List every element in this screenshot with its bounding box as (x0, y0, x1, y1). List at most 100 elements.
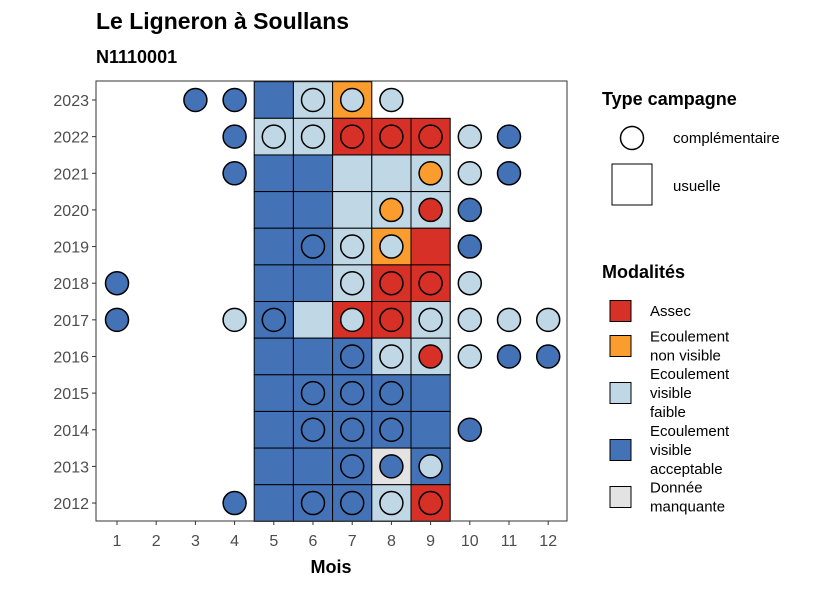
tile-usuelle-2016-5 (253, 337, 294, 376)
point-complementaire-2013-7 (339, 454, 365, 479)
point-complementaire-2012-9 (418, 490, 443, 516)
point-complementaire-2023-8 (379, 87, 404, 113)
point-complementaire-2017-10 (457, 307, 483, 333)
point-complementaire-2012-4 (222, 490, 247, 516)
legend-type-label-complementaire: complémentaire (673, 130, 780, 147)
x-tick-label-2: 2 (152, 533, 161, 550)
tile-usuelle-2021-7 (332, 154, 373, 193)
point-complementaire-2017-9 (418, 307, 443, 333)
tile-usuelle-2021-8 (371, 154, 412, 193)
point-complementaire-2019-7 (339, 234, 365, 259)
point-complementaire-2019-10 (457, 234, 483, 259)
x-tick-label-7: 7 (348, 533, 357, 550)
tile-usuelle-2014-9 (410, 410, 451, 449)
legend-label-ecoulement_visible_faible-line-1: Ecoulement (650, 366, 730, 383)
point-complementaire-2017-5 (261, 307, 287, 333)
point-complementaire-2022-11 (496, 124, 522, 149)
legend-label-ecoulement_visible_acceptable-line-3: acceptable (650, 461, 723, 478)
x-tick-label-12: 12 (539, 533, 557, 550)
y-tick-label-2021: 2021 (53, 166, 89, 183)
point-complementaire-2018-7 (339, 270, 365, 296)
y-tick-label-2016: 2016 (53, 349, 89, 366)
point-complementaire-2012-8 (379, 490, 404, 516)
point-complementaire-2014-6 (300, 417, 326, 443)
legend-circle-key (619, 125, 645, 151)
point-complementaire-2017-1 (104, 307, 130, 333)
y-tick-label-2020: 2020 (53, 203, 89, 220)
tile-usuelle-2023-5 (253, 81, 294, 119)
legend-key-ecoulement_non_visible (609, 335, 632, 357)
tile-usuelle-2019-9 (410, 227, 451, 266)
point-complementaire-2019-8 (379, 234, 404, 259)
legend-square-key (611, 163, 653, 206)
point-complementaire-2012-6 (300, 490, 326, 516)
point-complementaire-2020-10 (457, 197, 483, 223)
point-complementaire-2022-5 (261, 124, 287, 149)
x-tick-label-5: 5 (269, 533, 278, 550)
tile-usuelle-2020-6 (292, 191, 334, 229)
y-tick-label-2014: 2014 (53, 423, 89, 440)
point-complementaire-2014-7 (339, 417, 365, 443)
x-tick-label-11: 11 (501, 533, 518, 550)
x-tick-label-6: 6 (309, 533, 318, 550)
legend-type-label-usuelle: usuelle (673, 178, 721, 195)
point-complementaire-2016-12 (535, 344, 561, 369)
y-axis: 2012 2013 2014 2015 2016 2017 2018 2019 2020 2021… (53, 93, 96, 513)
tile-usuelle-2013-6 (292, 447, 334, 486)
tile-usuelle-2021-6 (292, 154, 334, 193)
point-complementaire-2023-3 (183, 87, 208, 113)
x-tick-label-8: 8 (387, 533, 396, 550)
legend-type-title: Type campagne (602, 89, 737, 109)
point-complementaire-2016-11 (496, 344, 522, 369)
point-complementaire-2022-4 (222, 124, 247, 149)
tile-usuelle-2021-5 (253, 154, 294, 193)
plot-border (95, 80, 568, 522)
legend-label-ecoulement_visible_acceptable-line-2: visible (650, 442, 692, 459)
x-tick-label-1: 1 (113, 533, 122, 550)
point-complementaire-2017-7 (339, 307, 365, 333)
tile-usuelle-2018-5 (253, 264, 294, 303)
point-complementaire-2017-4 (222, 307, 247, 333)
point-complementaire-2018-9 (418, 270, 443, 296)
point-complementaire-2022-9 (418, 124, 443, 149)
y-tick-label-2018: 2018 (53, 276, 89, 293)
legend-label-ecoulement_non_visible-line-1: Ecoulement (650, 329, 730, 346)
tile-usuelle-2014-5 (253, 410, 294, 449)
x-axis-title: Mois (310, 557, 351, 577)
legend-label-ecoulement_visible_faible-line-2: visible (650, 385, 692, 402)
y-tick-label-2015: 2015 (53, 386, 89, 403)
legend-label-ecoulement_visible_acceptable-line-1: Ecoulement (650, 423, 730, 440)
tile-usuelle-2016-6 (292, 337, 334, 376)
point-complementaire-2022-7 (339, 124, 365, 149)
point-complementaire-2014-10 (457, 417, 483, 443)
tile-usuelle-2013-5 (253, 447, 294, 486)
x-tick-label-4: 4 (230, 533, 239, 550)
legend-label-donnee_manquante-line-2: manquante (650, 499, 725, 516)
legend-label-ecoulement_visible_faible-line-3: faible (650, 404, 686, 421)
point-complementaire-2023-4 (222, 87, 247, 113)
x-tick-label-3: 3 (191, 533, 200, 550)
point-complementaire-2020-8 (379, 197, 404, 223)
y-tick-label-2019: 2019 (53, 240, 89, 257)
tile-usuelle-2018-6 (292, 264, 334, 303)
point-complementaire-2022-6 (300, 124, 326, 149)
y-tick-label-2023: 2023 (53, 93, 89, 110)
legend-label-assec-line-1: Assec (650, 303, 691, 320)
point-complementaire-2018-1 (104, 270, 130, 296)
tile-usuelle-2020-7 (332, 191, 373, 229)
legend-label-ecoulement_non_visible-line-2: non visible (650, 348, 721, 365)
point-complementaire-2015-6 (300, 380, 326, 406)
legend-modalites-title: Modalités (602, 262, 685, 282)
point-complementaire-2017-12 (535, 307, 561, 333)
y-tick-label-2022: 2022 (53, 130, 89, 147)
point-complementaire-2013-8 (379, 454, 404, 479)
point-complementaire-2016-8 (379, 344, 404, 369)
legend-type-campagne: Type campagne complémentaire usuelle (602, 89, 780, 206)
point-complementaire-2014-8 (379, 417, 404, 443)
tile-usuelle-2020-5 (253, 191, 294, 229)
point-complementaire-2023-7 (339, 87, 365, 113)
point-complementaire-2017-11 (496, 307, 522, 333)
tile-usuelle-2017-6 (292, 301, 334, 339)
